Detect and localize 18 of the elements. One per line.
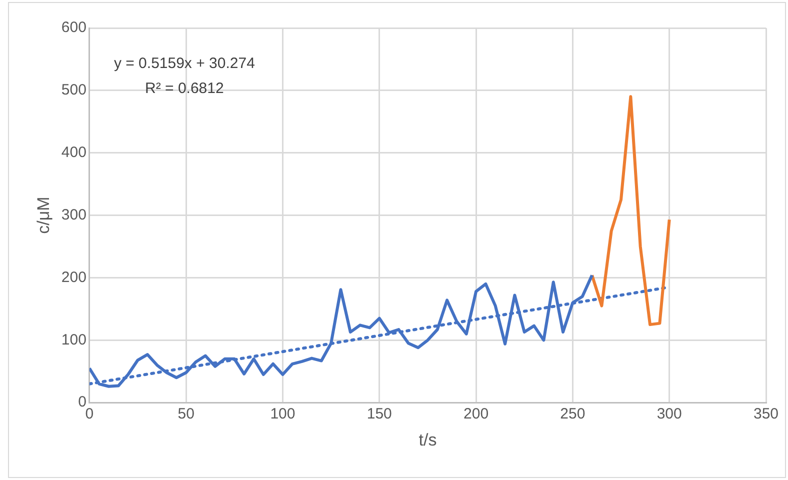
x-tick-label: 300 [656, 406, 682, 423]
y-tick-label: 500 [61, 82, 86, 99]
y-tick-label: 400 [61, 144, 86, 162]
annotation: y = 0.5159x + 30.274 [114, 55, 255, 72]
y-tick-label: 600 [61, 19, 86, 36]
y-tick-label: 100 [61, 331, 86, 348]
y-axis-title: c/μM [34, 196, 53, 234]
x-tick-label: 200 [464, 406, 489, 423]
x-tick-label: 350 [753, 406, 779, 423]
x-tick-label: 150 [366, 406, 392, 423]
y-tick-label: 300 [61, 206, 86, 224]
y-tick-label: 0 [78, 394, 86, 411]
x-tick-label: 100 [270, 406, 296, 423]
x-tick-label: 50 [178, 406, 194, 423]
x-tick-label: 250 [560, 406, 586, 423]
annotation: R² = 0.6812 [145, 80, 224, 97]
x-axis-title: t/s [418, 430, 437, 450]
y-tick-label: 200 [61, 268, 86, 286]
